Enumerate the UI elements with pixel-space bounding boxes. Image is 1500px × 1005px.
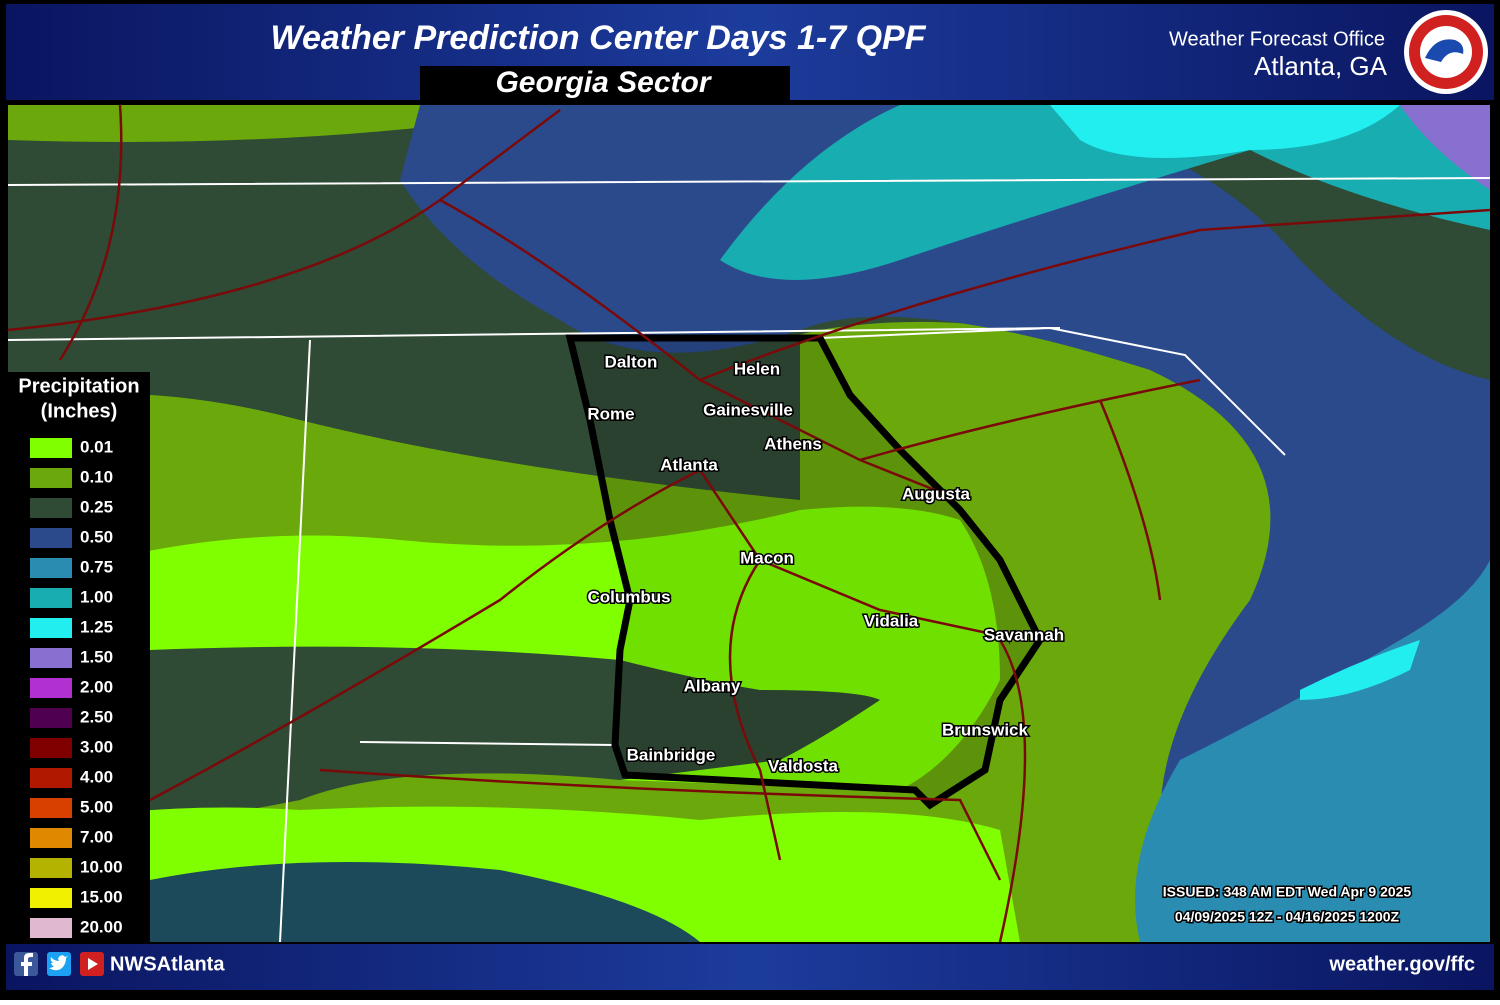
social-handle[interactable]: NWSAtlanta: [110, 953, 225, 975]
city-labels: Dalton Helen Rome Gainesville Athens Atl…: [586, 351, 1066, 777]
legend-label: 0.50: [80, 527, 113, 546]
city-label: Atlanta: [660, 455, 718, 474]
legend-swatch: [30, 738, 72, 758]
legend-swatch: [30, 648, 72, 668]
city-label: Albany: [684, 676, 741, 695]
legend-label: 2.00: [80, 677, 113, 696]
map: [8, 105, 1490, 942]
city-label: Brunswick: [942, 720, 1029, 739]
footer-bar: [6, 944, 1494, 990]
legend-label: 1.50: [80, 647, 113, 666]
legend-label: 0.01: [80, 437, 113, 456]
city-label: Rome: [587, 404, 634, 423]
website[interactable]: weather.gov/ffc: [1328, 953, 1475, 975]
city-label: Vidalia: [864, 611, 919, 630]
legend-swatch: [30, 558, 72, 578]
subtitle-bar: [420, 66, 790, 100]
issued-time: ISSUED: 348 AM EDT Wed Apr 9 2025: [1163, 884, 1412, 900]
legend-swatch: [30, 798, 72, 818]
legend-label: 0.75: [80, 557, 113, 576]
legend: Precipitation (Inches) 0.01 0.10 0.25 0.50 0…: [18, 375, 140, 938]
city-label: Dalton: [605, 352, 658, 371]
legend-label: 4.00: [80, 767, 113, 786]
legend-label: 7.00: [80, 827, 113, 846]
legend-swatch: [30, 708, 72, 728]
city-label: Macon: [740, 548, 794, 567]
office: Weather Forecast Office: [1169, 28, 1385, 50]
legend-label: 15.00: [80, 887, 123, 906]
city-label: Bainbridge: [627, 745, 716, 764]
legend-swatch: [30, 768, 72, 788]
legend-swatch: [30, 918, 72, 938]
valid-period: 04/09/2025 12Z - 04/16/2025 1200Z: [1175, 909, 1400, 925]
legend-swatch: [30, 438, 72, 458]
legend-swatch: [30, 528, 72, 548]
nws-logo: [1404, 10, 1488, 94]
legend-units: (Inches): [41, 400, 118, 422]
legend-label: 2.50: [80, 707, 113, 726]
city-label: Valdosta: [768, 756, 838, 775]
legend-label: 3.00: [80, 737, 113, 756]
social-icons[interactable]: [14, 952, 104, 976]
legend-swatch: [30, 858, 72, 878]
legend-swatch: [30, 618, 72, 638]
legend-panel: [8, 372, 150, 942]
legend-swatch: [30, 888, 72, 908]
city-label: Columbus: [587, 587, 670, 606]
legend-label: 20.00: [80, 917, 123, 936]
city-label: Augusta: [902, 484, 971, 503]
legend-label: 0.10: [80, 467, 113, 486]
legend-title: Precipitation: [18, 375, 139, 397]
legend-label: 1.00: [80, 587, 113, 606]
city-label: Helen: [734, 359, 780, 378]
legend-swatch: [30, 498, 72, 518]
city-label: Athens: [764, 434, 822, 453]
subtitle: Georgia Sector: [495, 66, 712, 99]
title: Weather Prediction Center Days 1-7 QPF: [270, 19, 926, 57]
office-location: Atlanta, GA: [1254, 51, 1388, 81]
city-label: Gainesville: [703, 400, 793, 419]
legend-swatch: [30, 678, 72, 698]
legend-label: 10.00: [80, 857, 123, 876]
legend-swatch: [30, 588, 72, 608]
city-label: Savannah: [984, 625, 1064, 644]
legend-swatch: [30, 468, 72, 488]
legend-swatch: [30, 828, 72, 848]
legend-label: 5.00: [80, 797, 113, 816]
legend-label: 0.25: [80, 497, 113, 516]
legend-label: 1.25: [80, 617, 113, 636]
